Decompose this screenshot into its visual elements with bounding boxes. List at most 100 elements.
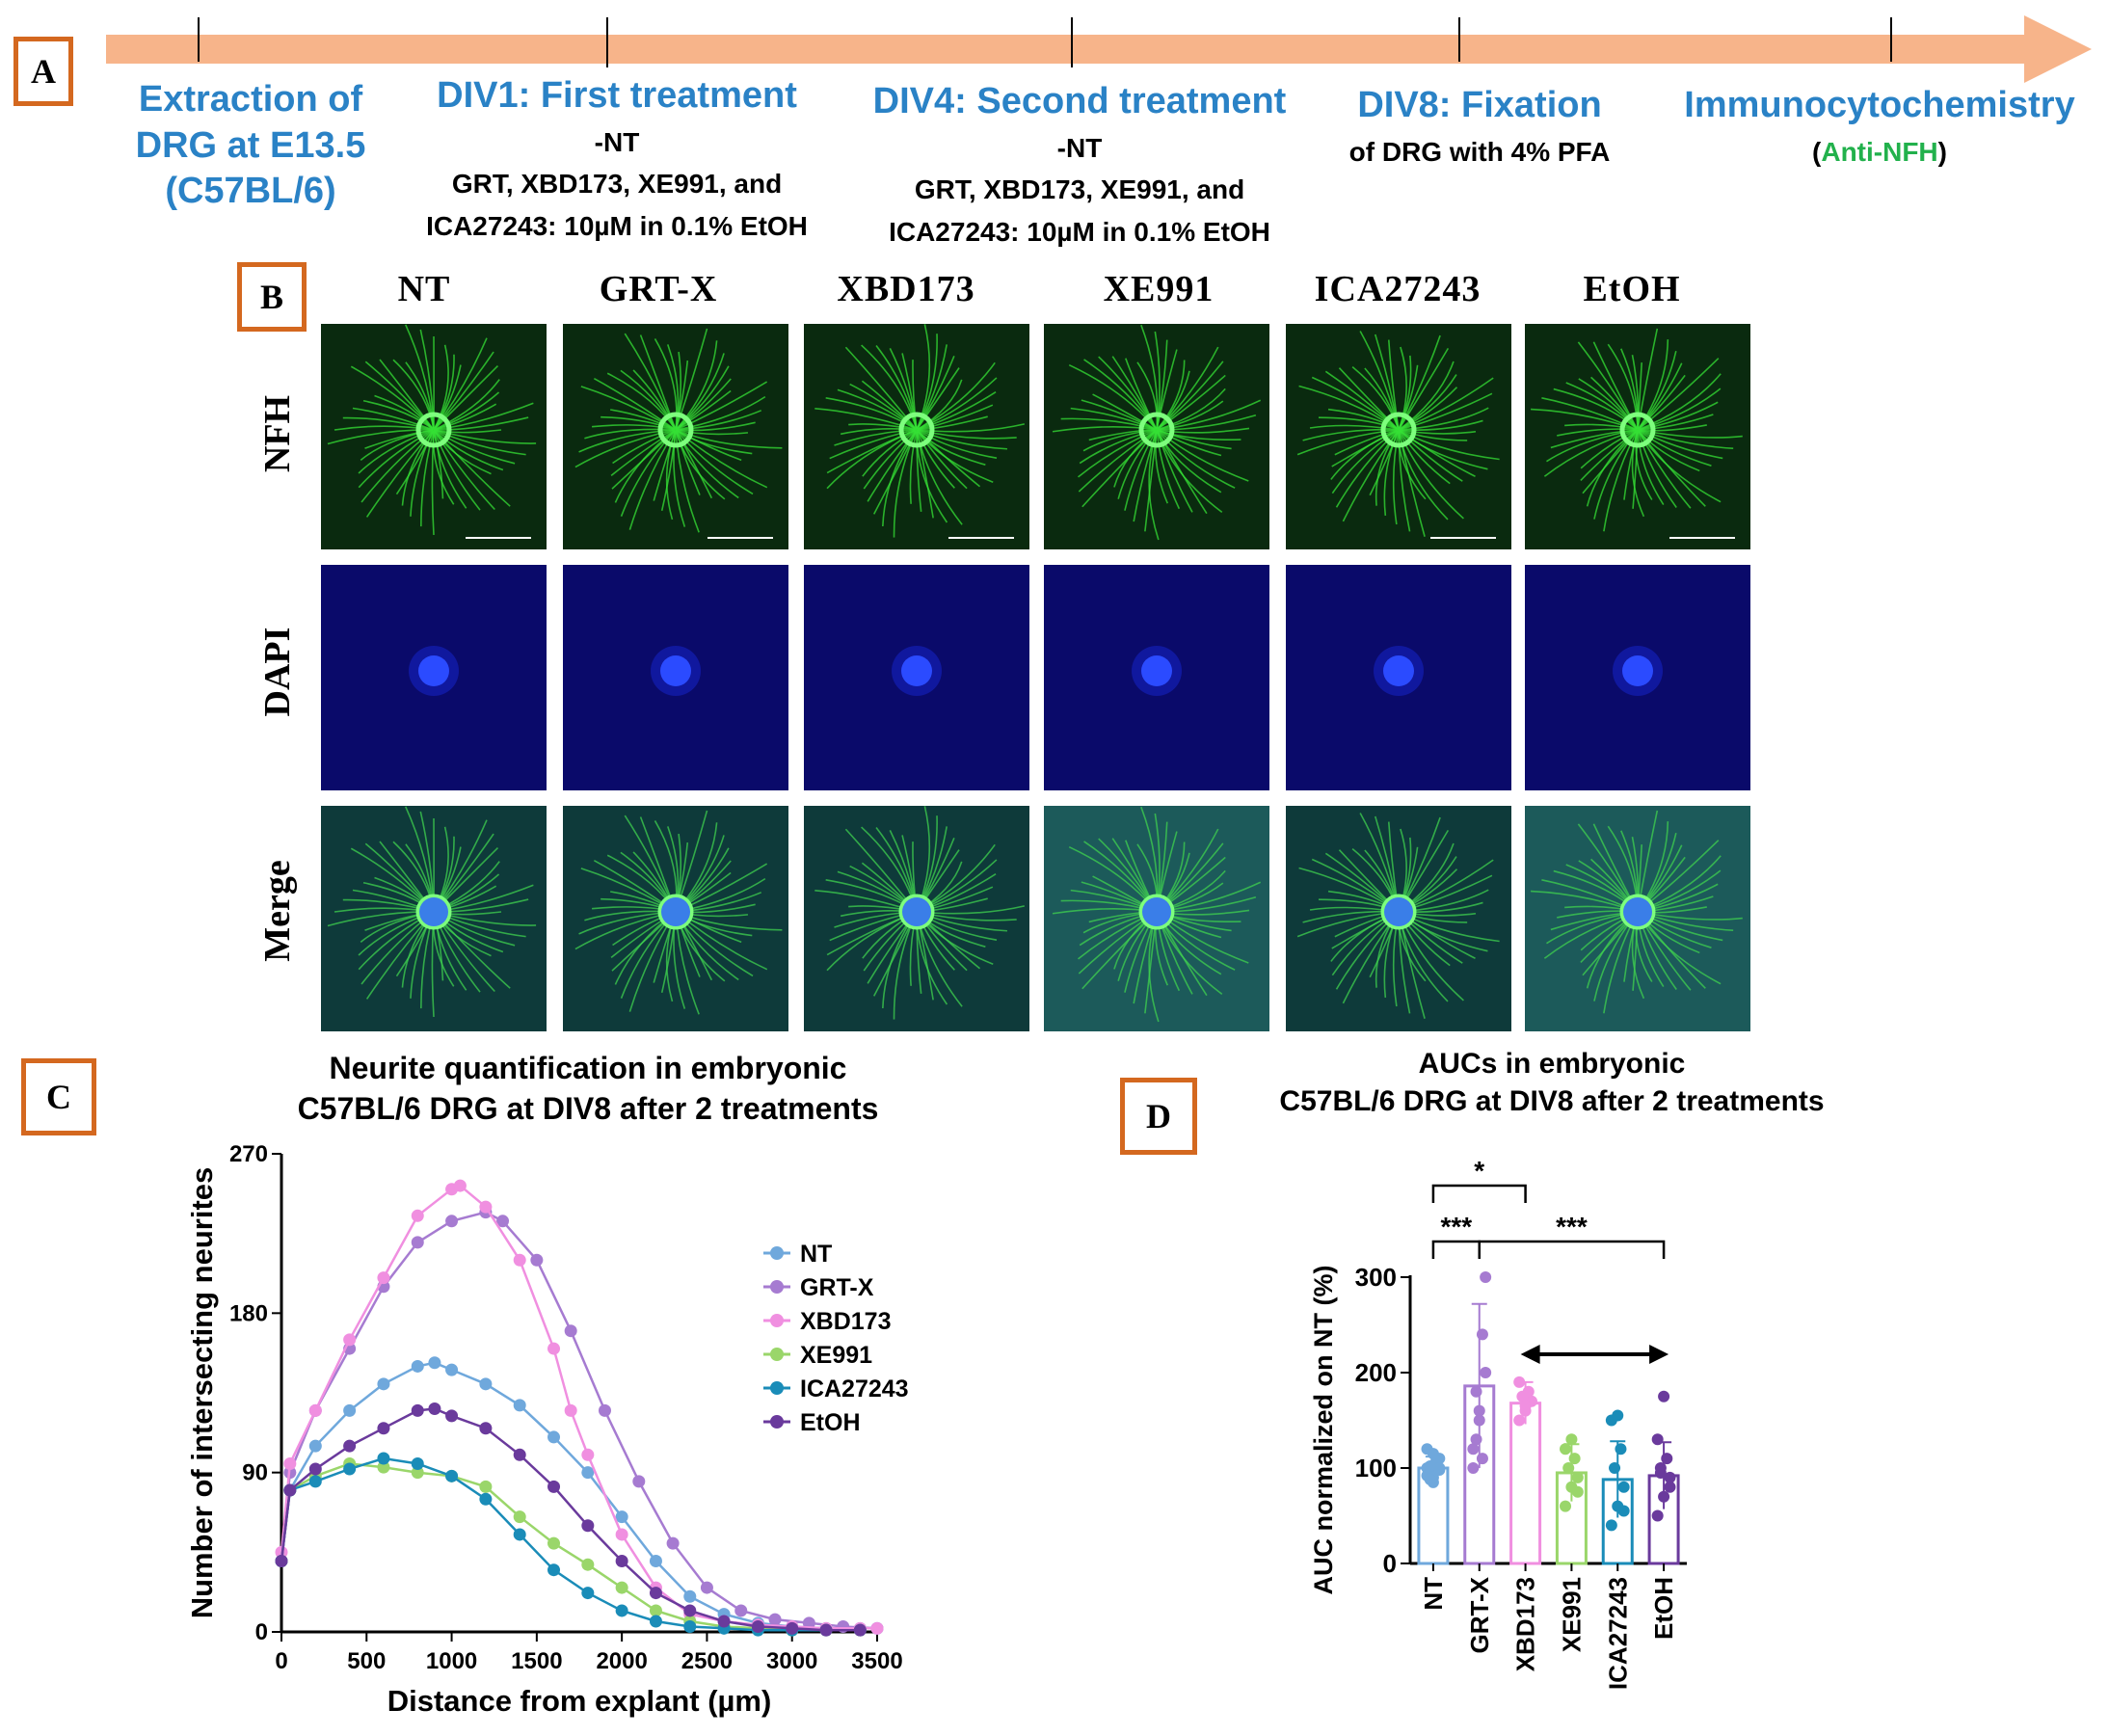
d-data-point xyxy=(1664,1481,1676,1493)
d-data-point xyxy=(1617,1505,1630,1517)
d-significance-bracket: *** xyxy=(1478,1212,1666,1259)
chart-c-title: Neurite quantification in embryonic C57B… xyxy=(297,1051,879,1126)
step-div4-title: DIV4: Second treatment xyxy=(872,81,1287,121)
icc-antibody: Anti-NFH xyxy=(1821,137,1938,167)
d-y-tick-label: 0 xyxy=(1383,1549,1397,1578)
d-data-point xyxy=(1519,1400,1532,1412)
c-data-point xyxy=(564,1403,577,1417)
c-data-point xyxy=(428,1356,441,1370)
c-data-point xyxy=(717,1615,731,1628)
d-bracket-line xyxy=(1431,1240,1481,1259)
c-data-point xyxy=(581,1448,595,1461)
d-data-point xyxy=(1476,1453,1488,1465)
d-data-point xyxy=(1480,1271,1492,1283)
column-header-etoh: EtOH xyxy=(1583,269,1681,309)
d-x-tick-label: XE991 xyxy=(1557,1577,1586,1652)
c-legend-label: ICA27243 xyxy=(800,1375,909,1402)
c-data-point xyxy=(734,1604,748,1617)
c-data-point xyxy=(530,1253,544,1267)
d-data-point xyxy=(1661,1453,1673,1465)
d-double-arrow xyxy=(1520,1345,1669,1364)
step-div8-sub: of DRG with 4% PFA xyxy=(1348,137,1611,167)
c-legend-item: XE991 xyxy=(763,1342,872,1369)
c-series-line xyxy=(280,1407,861,1632)
d-data-point xyxy=(1617,1481,1630,1493)
c-data-point xyxy=(615,1510,628,1524)
c-series-line xyxy=(280,1211,878,1630)
c-data-point xyxy=(649,1604,662,1617)
d-bar-group-nt: NT xyxy=(1417,1443,1450,1611)
d-bar-group-xbd173: XBD173 xyxy=(1509,1375,1542,1671)
c-series-ica27243 xyxy=(275,1452,867,1637)
c-y-tick-label: 0 xyxy=(255,1619,268,1645)
c-data-point xyxy=(513,1399,526,1412)
d-data-point xyxy=(1605,1519,1617,1532)
c-data-point xyxy=(479,1422,493,1435)
d-bar-group-ica27243: ICA27243 xyxy=(1601,1409,1634,1690)
step-div4-sub: -NT GRT, XBD173, XE991, and ICA27243: 10… xyxy=(889,133,1270,247)
c-legend-item: NT xyxy=(763,1241,832,1268)
d-x-tick-label: XBD173 xyxy=(1511,1577,1540,1671)
c-legend-label: EtOH xyxy=(800,1409,861,1436)
c-data-point xyxy=(377,1422,390,1435)
c-data-point xyxy=(343,1439,357,1453)
micrograph-nfh-xe991 xyxy=(1044,324,1269,549)
c-x-tick-label: 2000 xyxy=(596,1648,647,1674)
d-bracket-line xyxy=(1478,1240,1666,1259)
d-data-point xyxy=(1560,1500,1572,1512)
d-data-point xyxy=(1612,1409,1624,1422)
d-data-point xyxy=(1470,1433,1482,1446)
d-data-point xyxy=(1467,1443,1480,1456)
c-data-point xyxy=(513,1510,526,1524)
d-data-point xyxy=(1424,1473,1436,1485)
d-data-point xyxy=(1467,1462,1480,1474)
d-y-tick-label: 100 xyxy=(1355,1454,1397,1482)
c-legend-marker xyxy=(770,1246,784,1260)
d-x-tick-label: EtOH xyxy=(1649,1577,1678,1640)
c-series-line xyxy=(280,1456,861,1632)
micrograph-merge-xe991 xyxy=(1044,806,1269,1031)
c-data-point xyxy=(683,1589,697,1603)
d-data-point xyxy=(1473,1414,1485,1427)
c-data-point xyxy=(445,1469,459,1482)
d-y-tick-label: 300 xyxy=(1355,1263,1397,1292)
c-data-point xyxy=(700,1581,713,1594)
c-data-point xyxy=(547,1563,561,1577)
c-data-point xyxy=(615,1581,628,1594)
c-series-line xyxy=(280,1184,877,1630)
c-data-point xyxy=(377,1377,390,1391)
micrograph-dapi-grt-x xyxy=(563,565,788,790)
row-header-dapi: DAPI xyxy=(257,627,298,717)
c-data-point xyxy=(581,1558,595,1571)
panel-c-label: C xyxy=(21,1058,96,1135)
panel-d-label: D xyxy=(1120,1078,1197,1155)
column-header-xe991: XE991 xyxy=(1103,269,1215,309)
d-significance-label: *** xyxy=(1440,1212,1472,1242)
c-data-point xyxy=(479,1492,493,1506)
c-data-point xyxy=(496,1215,510,1228)
c-data-point xyxy=(377,1271,390,1285)
c-legend-label: XBD173 xyxy=(800,1308,892,1335)
row-header-nfh: NFH xyxy=(257,394,298,473)
c-data-point xyxy=(564,1324,577,1338)
d-data-point xyxy=(1480,1367,1492,1378)
c-legend-marker xyxy=(770,1348,784,1361)
d-data-point xyxy=(1568,1453,1581,1465)
d-data-point xyxy=(1651,1509,1664,1522)
c-data-point xyxy=(411,1456,424,1470)
auc-bar-chart: 0 100 200 300 AUC normalized on NT (%) NT GRT… xyxy=(1309,1156,1687,1690)
c-data-point xyxy=(786,1621,799,1635)
d-bracket-line xyxy=(1431,1184,1527,1203)
micrograph-nfh-ica27243 xyxy=(1286,324,1511,549)
step-extraction-title: Extraction of DRG at E13.5 (C57BL/6) xyxy=(135,79,366,211)
micrograph-merge-nt xyxy=(321,806,547,1031)
d-significance-label: * xyxy=(1474,1156,1484,1186)
c-data-point xyxy=(411,1359,424,1373)
c-x-tick-label: 0 xyxy=(275,1648,287,1674)
c-legend-marker xyxy=(770,1415,784,1429)
c-legend-item: ICA27243 xyxy=(763,1375,909,1402)
c-data-point xyxy=(308,1462,322,1476)
c-data-point xyxy=(308,1403,322,1417)
column-header-ica27243: ICA27243 xyxy=(1314,269,1482,309)
d-x-tick-label: ICA27243 xyxy=(1603,1577,1632,1690)
